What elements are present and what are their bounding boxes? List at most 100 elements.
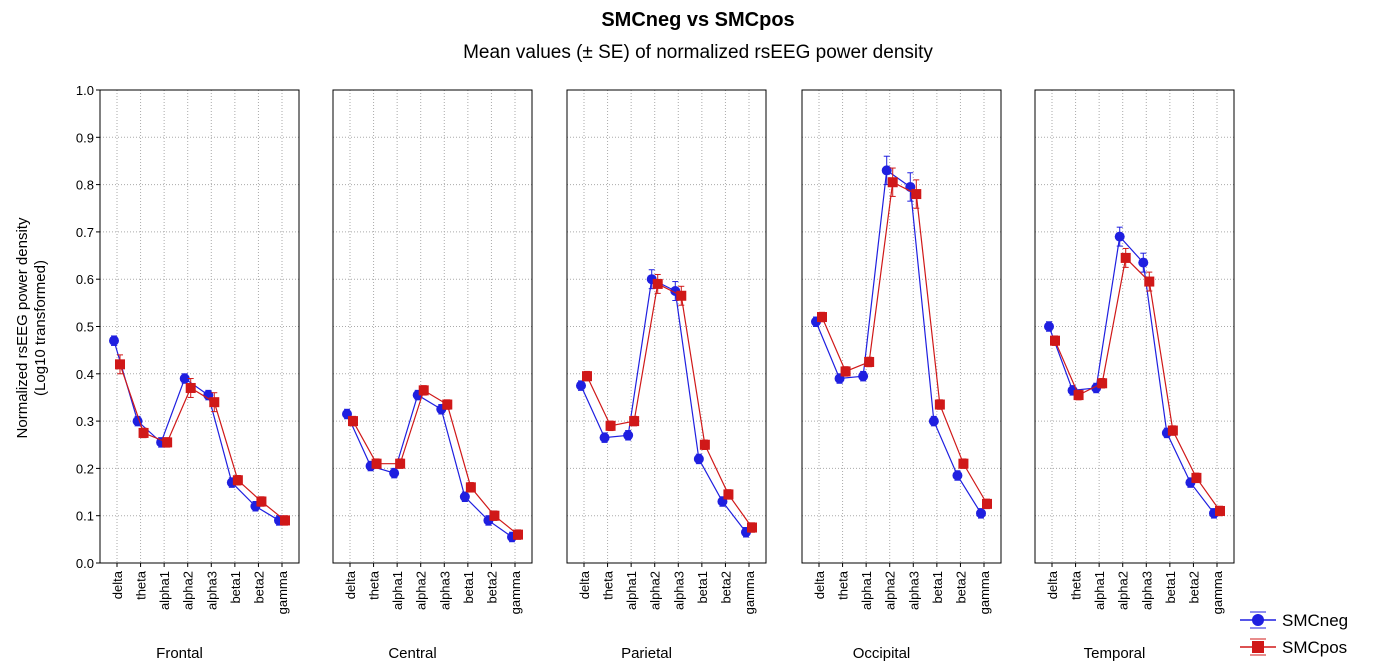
marker bbox=[747, 522, 757, 533]
y-tick-label: 0.7 bbox=[76, 225, 94, 240]
marker bbox=[418, 385, 429, 396]
marker bbox=[371, 458, 382, 469]
x-tick-label: gamma bbox=[977, 570, 992, 614]
marker bbox=[840, 366, 851, 377]
plot-frame bbox=[801, 89, 1002, 564]
plot-frame bbox=[1034, 89, 1235, 564]
x-axis-label: Temporal bbox=[1084, 645, 1146, 662]
marker bbox=[699, 439, 710, 450]
chart-subtitle: Mean values (± SE) of normalized rsEEG p… bbox=[463, 42, 933, 63]
y-tick-label: 0.0 bbox=[76, 556, 94, 571]
marker bbox=[459, 491, 470, 502]
marker bbox=[232, 475, 243, 486]
series-line bbox=[821, 181, 988, 505]
x-tick-label: delta bbox=[812, 570, 827, 599]
marker bbox=[934, 399, 945, 410]
marker bbox=[1050, 335, 1060, 346]
x-tick-label: alpha1 bbox=[859, 571, 874, 610]
x-tick-label: beta1 bbox=[461, 571, 476, 604]
x-tick-label: beta1 bbox=[930, 571, 945, 604]
x-tick-label: theta bbox=[1069, 570, 1084, 600]
marker bbox=[395, 458, 406, 469]
marker bbox=[858, 371, 869, 382]
y-tick-label: 0.1 bbox=[76, 509, 94, 524]
marker bbox=[982, 498, 992, 509]
marker bbox=[280, 515, 290, 526]
x-tick-label: alpha3 bbox=[437, 571, 452, 610]
marker bbox=[489, 510, 500, 521]
legend-label: SMCpos bbox=[1282, 638, 1347, 657]
marker bbox=[887, 177, 898, 188]
marker bbox=[1097, 378, 1108, 389]
x-tick-label: alpha2 bbox=[648, 571, 663, 610]
x-tick-label: delta bbox=[343, 570, 358, 599]
x-axis-label: Parietal bbox=[621, 645, 672, 662]
y-tick-label: 0.3 bbox=[76, 414, 94, 429]
marker bbox=[599, 432, 610, 443]
marker bbox=[976, 508, 986, 519]
marker bbox=[723, 489, 734, 500]
marker bbox=[1120, 252, 1131, 263]
marker bbox=[881, 165, 892, 176]
marker bbox=[256, 496, 267, 507]
x-tick-label: alpha1 bbox=[390, 571, 405, 610]
y-tick-label: 0.4 bbox=[76, 367, 94, 382]
series-line bbox=[815, 169, 982, 514]
marker bbox=[185, 382, 196, 393]
marker bbox=[179, 373, 190, 384]
marker bbox=[1167, 425, 1178, 436]
marker bbox=[513, 529, 523, 540]
marker bbox=[817, 312, 827, 323]
plot-frame bbox=[332, 89, 533, 564]
x-tick-label: gamma bbox=[742, 570, 757, 614]
x-tick-label: alpha1 bbox=[624, 571, 639, 610]
x-tick-label: gamma bbox=[1210, 570, 1225, 614]
x-tick-label: alpha2 bbox=[181, 571, 196, 610]
x-tick-label: delta bbox=[110, 570, 125, 599]
x-tick-label: alpha3 bbox=[1139, 571, 1154, 610]
series-line bbox=[113, 340, 280, 521]
x-tick-label: beta1 bbox=[695, 571, 710, 604]
marker bbox=[1144, 276, 1155, 287]
marker bbox=[1044, 321, 1054, 332]
x-axis-label: Occipital bbox=[853, 645, 911, 662]
marker bbox=[138, 427, 149, 438]
series-line bbox=[580, 278, 747, 533]
marker bbox=[162, 437, 173, 448]
x-axis-label: Frontal bbox=[156, 645, 203, 662]
x-tick-label: alpha2 bbox=[1116, 571, 1131, 610]
y-tick-label: 0.5 bbox=[76, 320, 94, 335]
marker bbox=[652, 278, 663, 289]
plot-frame bbox=[99, 89, 300, 564]
marker bbox=[1138, 257, 1149, 268]
marker bbox=[115, 359, 125, 370]
x-tick-label: theta bbox=[601, 570, 616, 600]
x-tick-label: delta bbox=[577, 570, 592, 599]
x-tick-label: beta2 bbox=[718, 571, 733, 604]
y-axis-label: Normalized rsEEG power density bbox=[14, 217, 31, 438]
marker bbox=[1215, 505, 1225, 516]
marker bbox=[605, 420, 616, 431]
marker bbox=[1073, 390, 1084, 401]
x-tick-label: alpha1 bbox=[1092, 571, 1107, 610]
x-tick-label: theta bbox=[367, 570, 382, 600]
x-tick-label: alpha3 bbox=[671, 571, 686, 610]
y-tick-label: 0.8 bbox=[76, 178, 94, 193]
marker bbox=[582, 371, 592, 382]
x-tick-label: beta2 bbox=[484, 571, 499, 604]
marker bbox=[1191, 472, 1202, 483]
x-tick-label: theta bbox=[134, 570, 149, 600]
marker bbox=[1114, 231, 1125, 242]
marker bbox=[389, 468, 400, 479]
marker bbox=[928, 416, 939, 427]
x-tick-label: gamma bbox=[508, 570, 523, 614]
x-tick-label: beta2 bbox=[251, 571, 266, 604]
series-line bbox=[1048, 235, 1215, 514]
x-tick-label: beta1 bbox=[1163, 571, 1178, 604]
x-axis-label: Central bbox=[388, 645, 436, 662]
marker bbox=[693, 453, 704, 464]
x-tick-label: gamma bbox=[275, 570, 290, 614]
x-tick-label: alpha2 bbox=[414, 571, 429, 610]
x-tick-label: beta1 bbox=[228, 571, 243, 604]
x-tick-label: beta2 bbox=[1186, 571, 1201, 604]
